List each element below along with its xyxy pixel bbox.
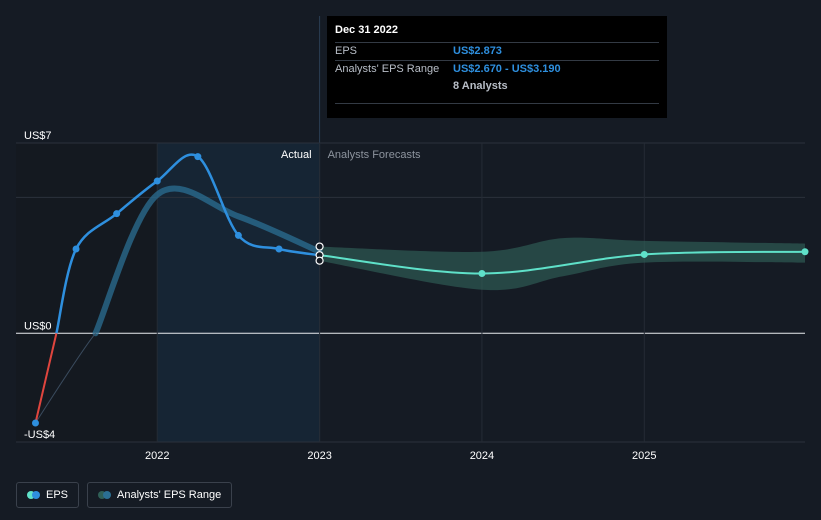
- forecast-point: [640, 250, 648, 258]
- axis-labels: US$7 US$0 -US$4 2022 2023 2024 2025 Actual Analy…: [24, 130, 657, 462]
- forecast-point: [478, 269, 486, 277]
- pre-2022-shade: [16, 143, 158, 442]
- forecast-point: [801, 248, 809, 256]
- legend-eps-label: EPS: [46, 489, 69, 501]
- eps-point: [194, 153, 202, 161]
- tooltip-range-value: US$2.670 - US$3.190: [453, 63, 561, 75]
- x-tick-label: 2025: [632, 450, 656, 462]
- tooltip-range-label: Analysts' EPS Range: [335, 63, 440, 75]
- tooltip-divider: [335, 103, 659, 104]
- analyst-range-tail: [35, 332, 96, 424]
- x-tick-label: 2022: [145, 450, 169, 462]
- analyst-range-line: [92, 185, 323, 337]
- tooltip-eps-label: EPS: [335, 45, 358, 57]
- y-tick-label: -US$4: [24, 429, 55, 441]
- eps-point: [275, 245, 283, 253]
- y-tick-label: US$7: [24, 130, 52, 142]
- x-tick-label: 2024: [470, 450, 494, 462]
- eps-swatch-icon: [27, 491, 40, 499]
- forecast-band-layer: [319, 237, 805, 291]
- forecast-range-band: [319, 237, 805, 291]
- tooltip-eps-value: US$2.873: [453, 45, 502, 57]
- y-tick-label: US$0: [24, 320, 52, 332]
- legend-eps[interactable]: EPS: [16, 482, 80, 508]
- eps-tooltip: Dec 31 2022 EPS US$2.873 Analysts' EPS R…: [327, 16, 667, 118]
- tooltip-analyst-count: 8 Analysts: [453, 80, 508, 92]
- split-marker: [315, 242, 324, 251]
- eps-point: [31, 419, 39, 427]
- x-tick-label: 2023: [307, 450, 331, 462]
- forecast-eps-line: [319, 250, 806, 275]
- tooltip-date: Dec 31 2022: [335, 24, 398, 36]
- eps-point: [113, 210, 121, 218]
- eps-point: [72, 245, 80, 253]
- forecast-region-label: Analysts Forecasts: [328, 149, 421, 161]
- eps-negative-segment: [34, 333, 58, 424]
- eps-point: [153, 177, 161, 185]
- series-points: [31, 153, 809, 427]
- legend-range[interactable]: Analysts' EPS Range: [87, 482, 233, 508]
- range-swatch-icon: [98, 491, 112, 499]
- split-marker: [315, 256, 324, 265]
- legend-range-label: Analysts' EPS Range: [117, 489, 222, 501]
- actual-region-label: Actual: [281, 149, 312, 161]
- eps-point: [234, 231, 242, 239]
- chart-legend: EPS Analysts' EPS Range: [16, 482, 233, 508]
